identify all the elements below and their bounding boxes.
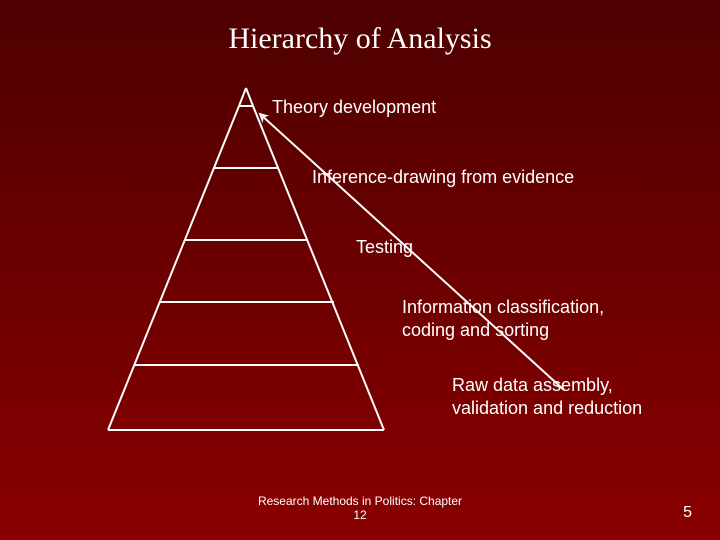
slide: Hierarchy of Analysis Theory development… xyxy=(0,0,720,540)
slide-title: Hierarchy of Analysis xyxy=(0,22,720,56)
level-label-3: Information classification, coding and s… xyxy=(402,296,604,341)
footer-text: Research Methods in Politics: Chapter 12 xyxy=(0,494,720,522)
page-number: 5 xyxy=(683,504,692,522)
level-label-0: Theory development xyxy=(272,96,436,119)
level-label-1: Inference-drawing from evidence xyxy=(312,166,574,189)
background-gradient xyxy=(0,0,720,540)
level-label-2: Testing xyxy=(356,236,413,259)
level-label-4: Raw data assembly, validation and reduct… xyxy=(452,374,642,419)
